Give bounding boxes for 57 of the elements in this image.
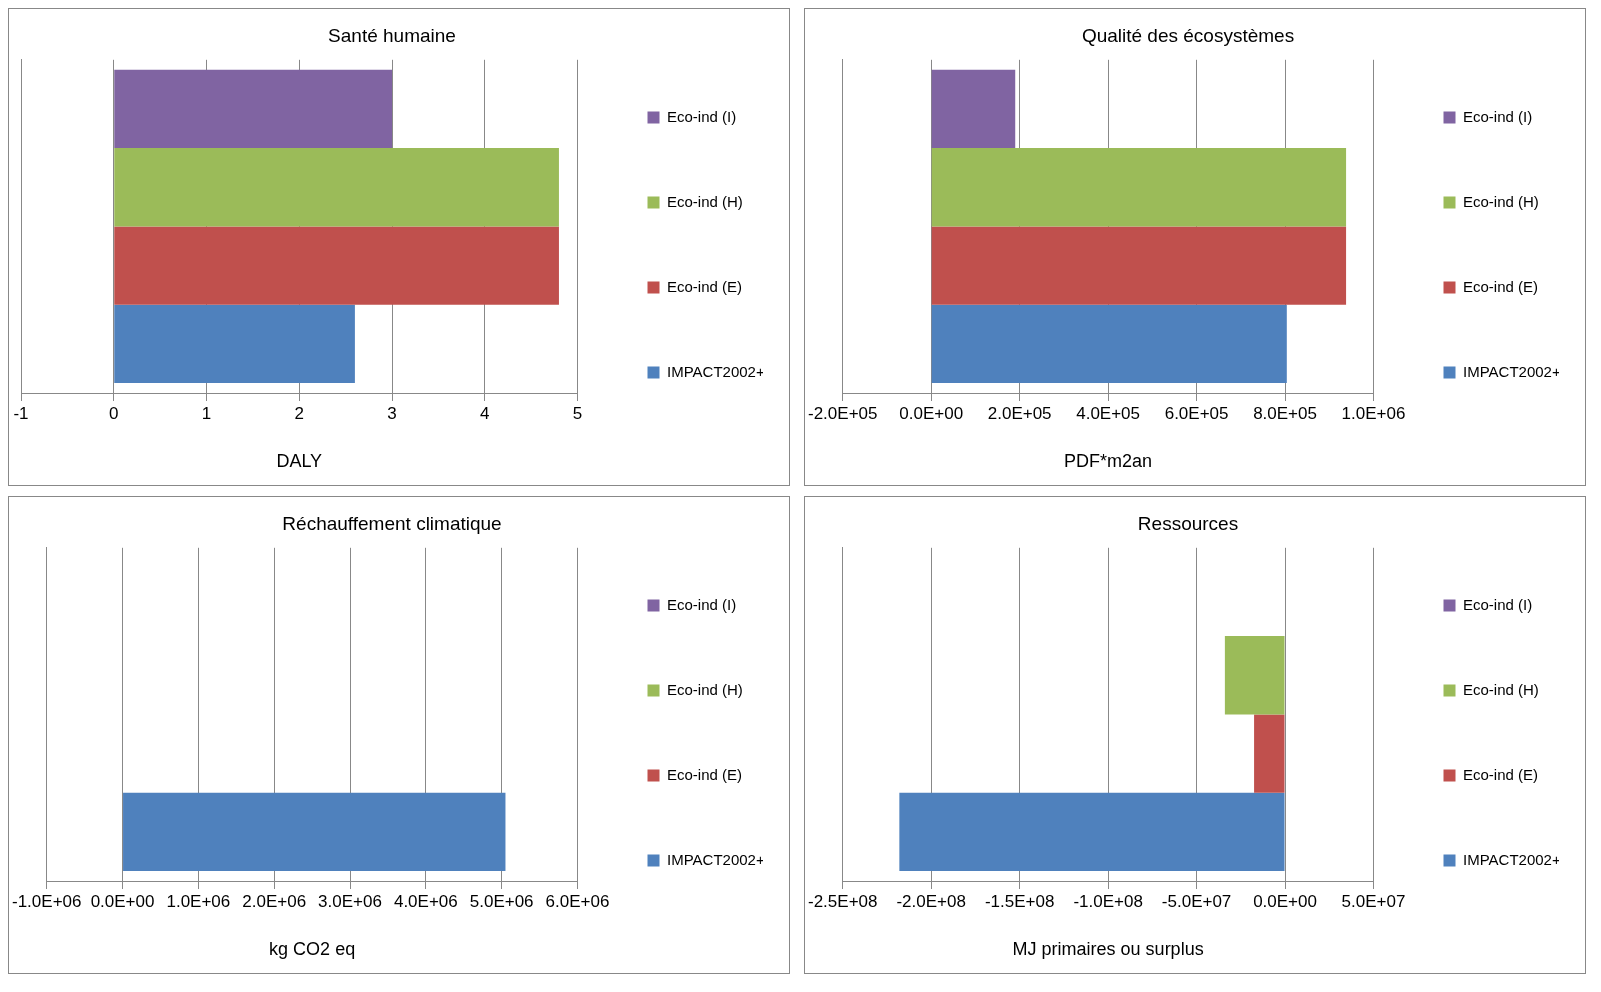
x-tick-label: 3.0E+06 bbox=[318, 891, 382, 911]
x-tick-label: -1 bbox=[13, 403, 29, 423]
legend-label: Eco-ind (E) bbox=[1463, 765, 1539, 783]
chart-title: Qualité des écosystèmes bbox=[1081, 24, 1295, 46]
x-tick-label: 1.0E+06 bbox=[1341, 403, 1406, 423]
legend-label: Eco-ind (I) bbox=[667, 595, 737, 613]
x-axis-title: PDF*m2an bbox=[1064, 451, 1153, 472]
bar bbox=[931, 69, 1016, 149]
legend-label: Eco-ind (E) bbox=[667, 277, 743, 295]
chart-title: Ressources bbox=[1137, 512, 1239, 534]
chart-title: Santé humaine bbox=[328, 24, 456, 46]
bar bbox=[114, 69, 392, 149]
x-tick-label: 5 bbox=[572, 403, 583, 423]
legend-label: Eco-ind (E) bbox=[667, 765, 743, 783]
legend-label: Eco-ind (I) bbox=[667, 107, 737, 125]
bar bbox=[931, 148, 1347, 227]
legend-label: Eco-ind (I) bbox=[1463, 107, 1533, 125]
x-tick-label: 1.0E+06 bbox=[166, 891, 231, 911]
x-tick-label: 6.0E+06 bbox=[545, 891, 610, 911]
x-tick-label: 3 bbox=[387, 403, 397, 423]
chart-title: Réchauffement climatique bbox=[282, 512, 502, 534]
legend-label: Eco-ind (I) bbox=[1463, 595, 1533, 613]
x-tick-label: 0 bbox=[109, 403, 119, 423]
x-tick-label: 5.0E+07 bbox=[1341, 891, 1406, 911]
x-tick-label: -1.0E+06 bbox=[11, 891, 82, 911]
x-tick-label: 6.0E+05 bbox=[1164, 403, 1229, 423]
x-tick-label: 4.0E+05 bbox=[1076, 403, 1141, 423]
x-tick-label: 1 bbox=[201, 403, 212, 423]
legend-label: Eco-ind (E) bbox=[1463, 277, 1539, 295]
x-axis-title: MJ primaires ou surplus bbox=[1012, 939, 1204, 960]
bar bbox=[114, 226, 559, 305]
bar bbox=[931, 226, 1347, 305]
x-tick-label: 4 bbox=[480, 403, 490, 423]
x-tick-label: -2.0E+08 bbox=[896, 891, 966, 911]
x-tick-label: -2.5E+08 bbox=[807, 891, 878, 911]
legend-label: Eco-ind (H) bbox=[667, 192, 743, 210]
x-tick-label: 0.0E+00 bbox=[899, 403, 964, 423]
bar bbox=[931, 304, 1287, 383]
x-tick-label: 2.0E+05 bbox=[987, 403, 1052, 423]
x-tick-label: 2 bbox=[294, 403, 304, 423]
legend-label: Eco-ind (H) bbox=[1463, 680, 1539, 698]
x-axis-title: DALY bbox=[276, 451, 323, 472]
x-tick-label: 8.0E+05 bbox=[1253, 403, 1317, 423]
x-tick-label: 4.0E+06 bbox=[393, 891, 458, 911]
x-tick-label: -2.0E+05 bbox=[807, 403, 878, 423]
x-axis-title: kg CO2 eq bbox=[269, 939, 356, 960]
legend-label: Eco-ind (H) bbox=[667, 680, 743, 698]
bar bbox=[114, 148, 559, 227]
x-tick-label: -5.0E+07 bbox=[1161, 891, 1232, 911]
x-tick-label: 0.0E+00 bbox=[1253, 891, 1317, 911]
x-tick-label: 5.0E+06 bbox=[469, 891, 534, 911]
bar bbox=[114, 304, 355, 383]
legend-label: Eco-ind (H) bbox=[1463, 192, 1539, 210]
x-tick-label: -1.5E+08 bbox=[984, 891, 1055, 911]
x-tick-label: 0.0E+00 bbox=[90, 891, 155, 911]
x-tick-label: 2.0E+06 bbox=[242, 891, 307, 911]
x-tick-label: -1.0E+08 bbox=[1073, 891, 1143, 911]
